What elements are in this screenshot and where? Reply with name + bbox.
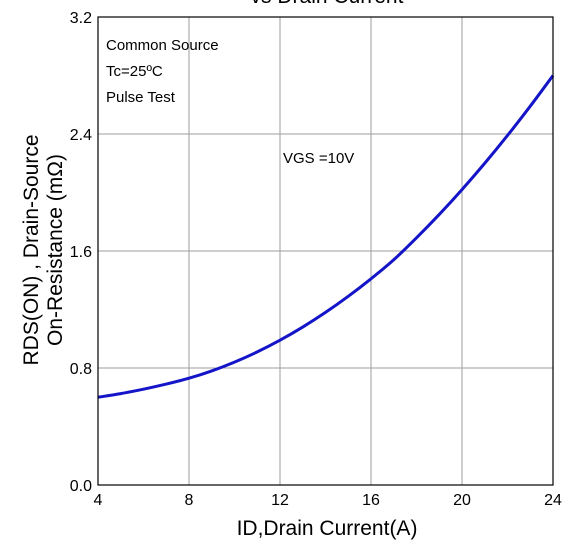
tick-labels: 4 8 12 16 20 24 0.0 0.8 1.6 2.4 3.2: [70, 10, 562, 509]
annotation-tc: Tc=25ºC: [106, 63, 163, 80]
annotation-common-source: Common Source: [106, 37, 219, 54]
y-tick-label: 0.0: [70, 478, 92, 495]
series-layer: [97, 74, 555, 399]
x-tick-label: 16: [362, 492, 380, 509]
y-axis-title-line-2: On-Resistance (mΩ): [44, 154, 67, 346]
y-tick-label: 0.8: [70, 361, 92, 378]
x-tick-label: 8: [185, 492, 194, 509]
y-tick-label: 2.4: [70, 127, 92, 144]
x-axis-title: ID,Drain Current(A): [237, 517, 418, 540]
x-tick-label: 20: [453, 492, 471, 509]
plot-frame: [97, 16, 554, 486]
x-tick-label: 12: [271, 492, 289, 509]
x-tick-label: 4: [94, 492, 103, 509]
annotation-pulse-test: Pulse Test: [106, 89, 176, 106]
series-label-vgs: VGS =10V: [283, 150, 354, 167]
x-tick-label: 24: [544, 492, 562, 509]
y-axis-title-line-1: RDS(ON) , Drain-Source: [20, 134, 43, 365]
series-line-0: [97, 74, 555, 399]
chart-title: vs Drain Current: [251, 0, 404, 8]
y-tick-label: 3.2: [70, 10, 92, 27]
grid-lines: [97, 16, 554, 486]
y-tick-label: 1.6: [70, 244, 92, 261]
